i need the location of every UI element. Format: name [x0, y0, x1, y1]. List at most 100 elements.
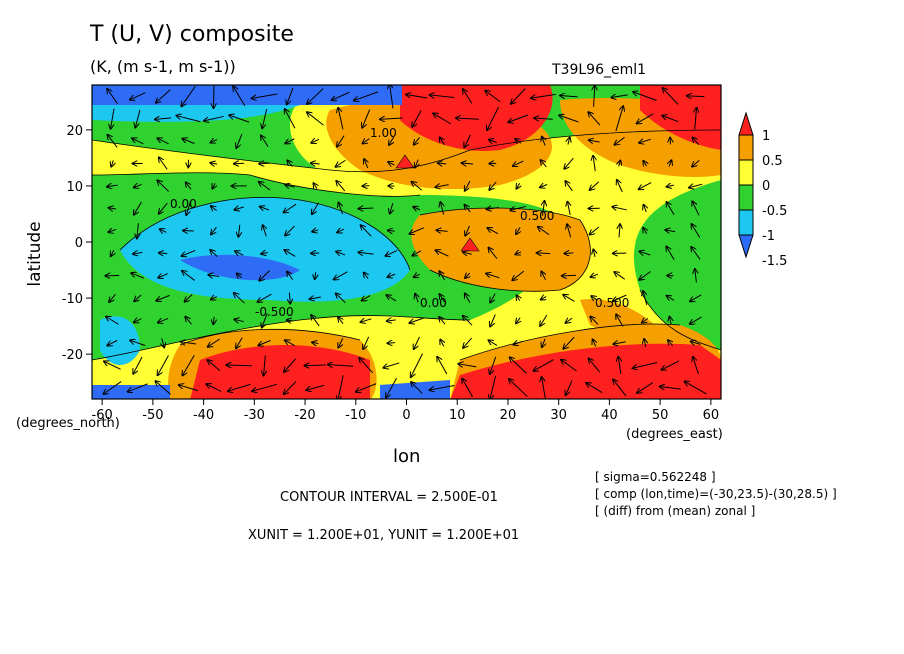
wind-vector: [591, 274, 598, 277]
wind-vector: [516, 227, 520, 234]
wind-vector: [668, 340, 673, 346]
wind-vector: [312, 230, 319, 232]
wind-vector: [533, 359, 554, 371]
wind-vector: [690, 294, 702, 301]
wind-vector: [411, 353, 423, 377]
wind-vector: [415, 294, 418, 303]
y-tick-label: -10: [62, 292, 83, 307]
wind-vector: [210, 163, 218, 164]
wind-vector: [489, 181, 497, 190]
wind-vector: [541, 297, 546, 300]
wind-vector: [388, 230, 395, 231]
wind-vector: [312, 342, 319, 343]
wind-vector: [359, 358, 373, 374]
wind-vector: [541, 271, 545, 281]
wind-vector: [669, 160, 671, 167]
wind-vector: [589, 359, 601, 373]
wind-vector: [666, 247, 675, 261]
wind-vector: [210, 250, 218, 257]
wind-vector: [615, 136, 625, 144]
wind-vector: [263, 225, 267, 237]
wind-vector: [284, 358, 297, 372]
x-tick-label: -50: [142, 408, 163, 423]
colorbar-box: [738, 134, 754, 161]
wind-vector: [361, 225, 372, 237]
wind-vector: [691, 247, 701, 260]
wind-vector: [388, 343, 396, 344]
wind-vector: [410, 317, 424, 323]
wind-vector: [591, 296, 598, 300]
wind-vector: [462, 379, 473, 398]
wind-vector: [307, 112, 324, 126]
wind-vector: [509, 379, 528, 397]
wind-vector: [589, 140, 600, 142]
wind-vector: [155, 118, 172, 119]
field-blue-top: [92, 85, 402, 105]
wind-vector: [540, 184, 548, 187]
wind-vector: [692, 201, 700, 216]
wind-vector: [667, 202, 675, 215]
x-tick-label: -60: [92, 408, 113, 423]
wind-vector: [540, 314, 548, 326]
contour-label: 0.00: [170, 197, 197, 211]
wind-vector: [439, 317, 446, 325]
wind-vector: [109, 208, 117, 209]
wind-vector: [436, 230, 448, 231]
wind-vector: [489, 140, 497, 143]
wind-vector: [311, 163, 320, 164]
wind-vector: [534, 118, 553, 119]
wind-vector: [562, 275, 576, 276]
wind-vector: [586, 383, 603, 394]
wind-vector: [338, 108, 344, 130]
wind-vector: [613, 342, 626, 344]
wind-vector: [179, 385, 199, 392]
wind-vector: [390, 203, 393, 213]
colorbar-label: -1.5: [762, 254, 787, 269]
wind-vector: [338, 375, 344, 399]
wind-vector: [669, 317, 671, 325]
colorbar-label: 0: [762, 179, 770, 194]
wind-vector: [336, 159, 346, 167]
wind-vector: [111, 108, 115, 129]
wind-vector: [412, 182, 423, 191]
wind-vector: [237, 273, 242, 278]
wind-vector: [542, 338, 545, 347]
wind-vector: [182, 355, 195, 375]
temperature-field: [92, 85, 721, 399]
wind-vector: [464, 205, 471, 213]
wind-vector: [593, 249, 595, 258]
wind-vector: [611, 95, 628, 98]
wind-vector: [590, 317, 599, 325]
wind-vector: [338, 338, 342, 347]
wind-vector: [639, 182, 652, 190]
field-blue-sc: [380, 380, 450, 399]
wind-vector: [159, 202, 168, 214]
wind-vector: [236, 133, 243, 148]
field-red-se: [450, 343, 721, 399]
wind-vector: [380, 118, 403, 119]
wind-vector: [616, 314, 624, 327]
wind-vector: [566, 380, 573, 395]
wind-vector: [337, 229, 345, 232]
contour-label: -0.500: [255, 305, 294, 319]
model-label: T39L96_eml1: [552, 62, 647, 78]
wind-vector: [512, 270, 525, 280]
chart-title: T (U, V) composite: [90, 22, 294, 47]
wind-vector: [234, 293, 245, 304]
wind-vector: [332, 91, 350, 100]
wind-vector: [252, 93, 278, 98]
wind-vector: [261, 252, 268, 253]
wind-vector: [415, 159, 418, 168]
wind-vector: [157, 180, 169, 192]
wind-vector: [313, 183, 316, 188]
wind-vector: [260, 207, 270, 210]
colorbar-label: -1: [762, 229, 775, 244]
wind-vector: [259, 163, 270, 164]
wind-vector: [364, 159, 368, 169]
wind-vector: [561, 360, 577, 372]
wind-vector: [537, 253, 551, 254]
wind-vector: [262, 108, 268, 128]
wind-vector: [593, 339, 596, 347]
x-tick-label: -30: [244, 408, 265, 423]
x-tick-label: -40: [193, 408, 214, 423]
